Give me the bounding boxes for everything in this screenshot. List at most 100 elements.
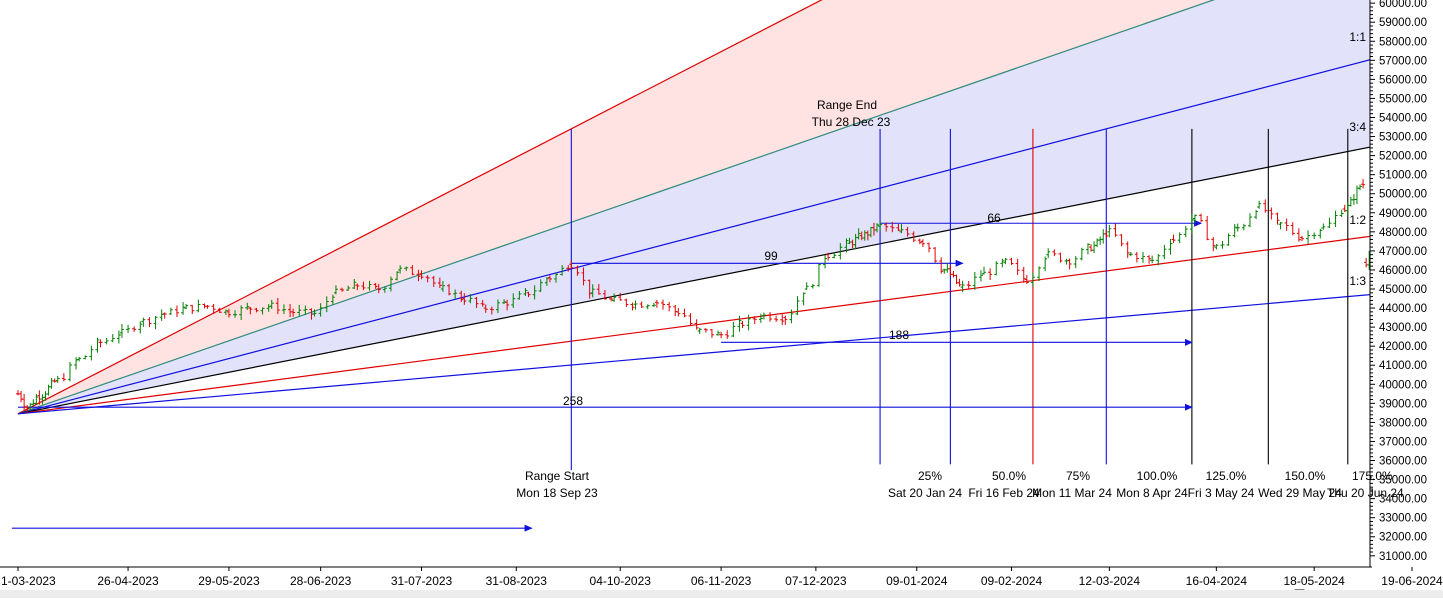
price-bar-170 — [875, 223, 880, 233]
y-tick-label-0: 31000.00 — [1379, 551, 1427, 563]
price-bar-152 — [801, 292, 806, 306]
cycle-100-pct: 100.0% — [1137, 469, 1178, 483]
range-start-date: Mon 18 Sep 23 — [516, 486, 598, 500]
y-tick-label-13: 44000.00 — [1379, 303, 1427, 315]
price-bar-88 — [459, 290, 464, 302]
price-bar-82 — [425, 275, 430, 283]
price-bar-123 — [645, 304, 650, 310]
x-tick-label-4: 31-07-2023 — [391, 574, 453, 588]
fan-line-1 — [17, 0, 1216, 415]
price-bar-103 — [538, 279, 543, 292]
fan-label-1-2: 1:2 — [1349, 213, 1366, 227]
price-bar-260 — [1327, 217, 1332, 229]
price-bar-156 — [823, 255, 828, 269]
price-bar-148 — [780, 314, 785, 325]
price-bar-253 — [1290, 222, 1295, 236]
price-bar-254 — [1296, 228, 1301, 242]
price-bar-105 — [547, 275, 552, 283]
price-bar-199 — [1015, 258, 1020, 275]
price-bar-21 — [98, 339, 103, 348]
price-bar-97 — [505, 299, 510, 311]
y-axis: 31000.00 32000.00 33000.00 34000.00 35000.00… — [1369, 0, 1427, 567]
price-bar-133 — [697, 328, 702, 334]
price-bar-28 — [138, 321, 143, 334]
price-bar-79 — [410, 265, 415, 276]
price-bar-102 — [532, 285, 537, 300]
cycle-125-pct: 125.0% — [1206, 469, 1247, 483]
price-bar-164 — [856, 228, 861, 240]
price-bar-205 — [1046, 248, 1051, 259]
y-tick-label-20: 51000.00 — [1379, 170, 1427, 182]
price-bar-77 — [398, 265, 403, 274]
time-arrows — [11, 219, 1203, 532]
price-bar-117 — [612, 293, 617, 302]
price-bar-211 — [1079, 247, 1084, 261]
price-bar-228 — [1156, 254, 1161, 266]
x-tick-label-0: 1-03-2023 — [1, 574, 56, 588]
price-bar-207 — [1058, 252, 1063, 263]
price-bar-251 — [1278, 221, 1283, 230]
price-bar-101 — [526, 291, 531, 298]
price-bar-204 — [1043, 256, 1048, 271]
price-bar-261 — [1333, 210, 1338, 227]
price-bar-159 — [838, 243, 843, 260]
price-bar-108 — [566, 265, 571, 272]
price-bar-175 — [899, 224, 904, 234]
y-tick-label-17: 48000.00 — [1379, 227, 1427, 239]
y-tick-label-15: 46000.00 — [1379, 265, 1427, 277]
price-bar-154 — [810, 284, 815, 289]
price-bar-36 — [181, 302, 186, 315]
price-bar-22 — [104, 337, 109, 345]
price-bar-209 — [1067, 258, 1072, 270]
price-bar-33 — [162, 312, 167, 319]
price-bar-30 — [147, 317, 152, 328]
cycle-75-date: Mon 11 Mar 24 — [1032, 486, 1112, 500]
price-bar-119 — [624, 298, 629, 307]
price-bar-234 — [1189, 214, 1194, 234]
price-bar-48 — [245, 302, 250, 310]
price-bar-206 — [1052, 249, 1057, 257]
price-bar-248 — [1263, 199, 1268, 213]
price-bar-246 — [1254, 209, 1259, 220]
price-bar-192 — [978, 270, 983, 282]
price-bar-179 — [920, 239, 925, 247]
price-bar-109 — [569, 260, 574, 270]
x-tick-label-12: 16-04-2024 — [1186, 574, 1248, 588]
price-bar-189 — [960, 280, 965, 293]
price-bar-46 — [233, 310, 238, 318]
price-bar-212 — [1085, 243, 1090, 255]
price-bar-74 — [382, 286, 387, 293]
price-bar-84 — [437, 277, 442, 289]
y-tick-label-1: 32000.00 — [1379, 532, 1427, 544]
price-bar-197 — [1003, 258, 1008, 265]
price-bar-143 — [752, 316, 757, 324]
price-bar-252 — [1284, 218, 1289, 231]
price-bar-193 — [982, 266, 987, 275]
price-bar-68 — [352, 278, 357, 289]
price-bar-75 — [388, 276, 393, 292]
price-bar-236 — [1199, 213, 1204, 223]
price-bar-191 — [972, 271, 977, 290]
price-bar-91 — [474, 296, 479, 308]
price-bar-259 — [1321, 223, 1326, 230]
y-tick-label-4: 35000.00 — [1379, 475, 1427, 487]
price-bar-59 — [303, 305, 308, 316]
y-tick-label-16: 47000.00 — [1379, 246, 1427, 258]
price-bar-12 — [52, 378, 57, 383]
price-bar-269 — [1361, 179, 1366, 189]
price-bar-140 — [737, 315, 742, 332]
range-end-date: Thu 28 Dec 23 — [812, 115, 891, 129]
price-bar-221 — [1119, 234, 1124, 247]
bottom-scroll-strip[interactable] — [0, 590, 1443, 598]
price-bar-20 — [95, 337, 100, 353]
x-tick-label-13: 18-05-2024 — [1283, 574, 1345, 588]
price-bar-150 — [789, 309, 794, 324]
price-bar-37 — [184, 304, 189, 310]
price-bar-58 — [297, 304, 302, 316]
fan-label-3-4: 3:4 — [1349, 120, 1366, 134]
price-bar-24 — [116, 330, 121, 344]
price-bar-239 — [1214, 243, 1219, 250]
gann-fan-lines — [17, 0, 1370, 415]
